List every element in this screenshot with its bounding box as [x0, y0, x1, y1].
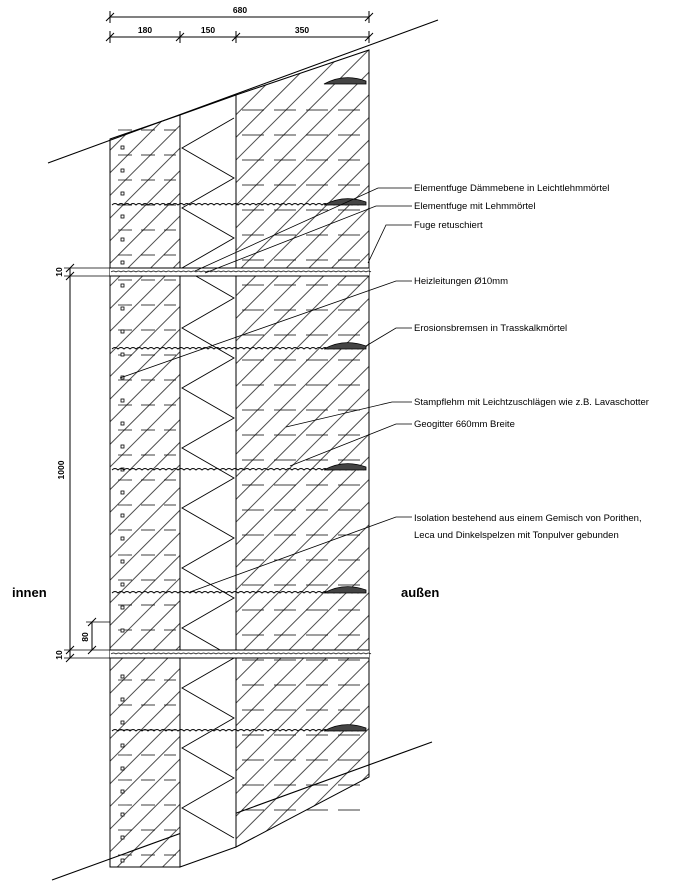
heating-pipe-mark: [120, 582, 125, 587]
dim-insulation-layer: 150: [201, 25, 215, 35]
erosion-brake-courses: [111, 77, 367, 732]
joint-mortar-band: [110, 650, 369, 658]
trass-lime-mortar-bulge: [323, 198, 367, 206]
heating-pipe-mark: [120, 306, 125, 311]
label-geogrid: Geogitter 660mm Breite: [414, 419, 515, 430]
heating-pipe-mark: [120, 352, 125, 357]
label-inside: innen: [12, 585, 47, 600]
insulation-zigzag-line: [181, 117, 235, 839]
heating-pipe-mark: [120, 743, 125, 748]
heating-pipe-mark: [120, 605, 125, 610]
outer-rammed-earth-layer: [235, 49, 370, 848]
heating-pipe-mark: [120, 812, 125, 817]
heating-pipe-mark: [120, 191, 125, 196]
label-erosion-brakes: Erosionsbremsen in Trasskalkmörtel: [414, 323, 567, 334]
heating-pipe-mark: [120, 421, 125, 426]
heating-pipe-mark: [120, 168, 125, 173]
heating-pipe-mark: [120, 628, 125, 633]
heating-pipe-mark: [120, 559, 125, 564]
dim-outer-layer: 350: [295, 25, 309, 35]
joint-mortar-band: [110, 268, 369, 276]
heating-pipe-mark: [120, 697, 125, 702]
label-joint-insulation: Elementfuge Dämmebene in Leichtlehmmörte…: [414, 183, 609, 194]
label-rammed-earth: Stampflehm mit Leichtzuschlägen wie z.B.…: [414, 397, 649, 408]
erosion-brake-wave: [111, 591, 365, 594]
heating-pipe-mark: [120, 858, 125, 863]
heating-pipe-mark: [120, 720, 125, 725]
erosion-brake-wave: [111, 203, 365, 206]
trass-lime-mortar-bulge: [323, 77, 367, 85]
heating-pipe-mark: [120, 214, 125, 219]
callout-labels: Elementfuge Dämmebene in Leichtlehmmörte…: [414, 183, 649, 541]
erosion-brake-wave: [111, 729, 365, 732]
rammed-earth-dashes: [118, 109, 366, 856]
label-joint-retouched: Fuge retuschiert: [414, 220, 483, 231]
heating-pipe-mark: [120, 444, 125, 449]
label-joint-clay-mortar: Elementfuge mit Lehmmörtel: [414, 201, 535, 212]
erosion-brake-wave: [111, 347, 365, 350]
dim-joint-bottom: 10: [54, 650, 64, 660]
heating-pipe-mark: [120, 513, 125, 518]
wall-layers: [109, 49, 372, 868]
heating-pipe-mark: [120, 398, 125, 403]
heating-pipe-mark: [120, 283, 125, 288]
label-insulation-line-2: Leca und Dinkelspelzen mit Tonpulver geb…: [414, 530, 619, 541]
trass-lime-mortar-bulge: [323, 724, 367, 732]
joint-mortar-wave: [110, 652, 372, 655]
dim-small: 80: [80, 632, 90, 642]
trass-lime-mortar-bulge: [323, 463, 367, 471]
dim-inner-layer: 180: [138, 25, 152, 35]
label-heating-pipes: Heizleitungen Ø10mm: [414, 276, 508, 287]
label-outside: außen: [401, 585, 439, 600]
heating-pipe-mark: [120, 789, 125, 794]
left-dimensions: 10 1000 80 10: [54, 263, 110, 663]
heating-pipe-mark: [120, 490, 125, 495]
heating-pipe-mark: [120, 766, 125, 771]
label-insulation-line-1: Isolation bestehend aus einem Gemisch vo…: [414, 513, 642, 524]
heating-pipe-mark: [120, 835, 125, 840]
heating-pipe-mark: [120, 674, 125, 679]
dim-joint-top: 10: [54, 267, 64, 277]
heating-pipe-mark: [120, 237, 125, 242]
leader-lines: [119, 187, 412, 593]
top-dimensions: 680 180 150 350: [105, 5, 374, 43]
heating-pipe-mark: [120, 260, 125, 265]
inner-rammed-earth-layer: [109, 114, 181, 868]
heating-pipe-mark: [120, 329, 125, 334]
joint-mortar-wave: [110, 270, 372, 273]
element-joints: [110, 267, 372, 659]
insulation-zigzag: [181, 117, 235, 839]
dim-overall: 680: [233, 5, 247, 15]
heating-pipe-mark: [120, 536, 125, 541]
trass-lime-mortar-bulge: [323, 586, 367, 594]
dim-element-height: 1000: [56, 460, 66, 479]
heating-pipe-mark: [120, 145, 125, 150]
erosion-brake-wave: [111, 468, 365, 471]
